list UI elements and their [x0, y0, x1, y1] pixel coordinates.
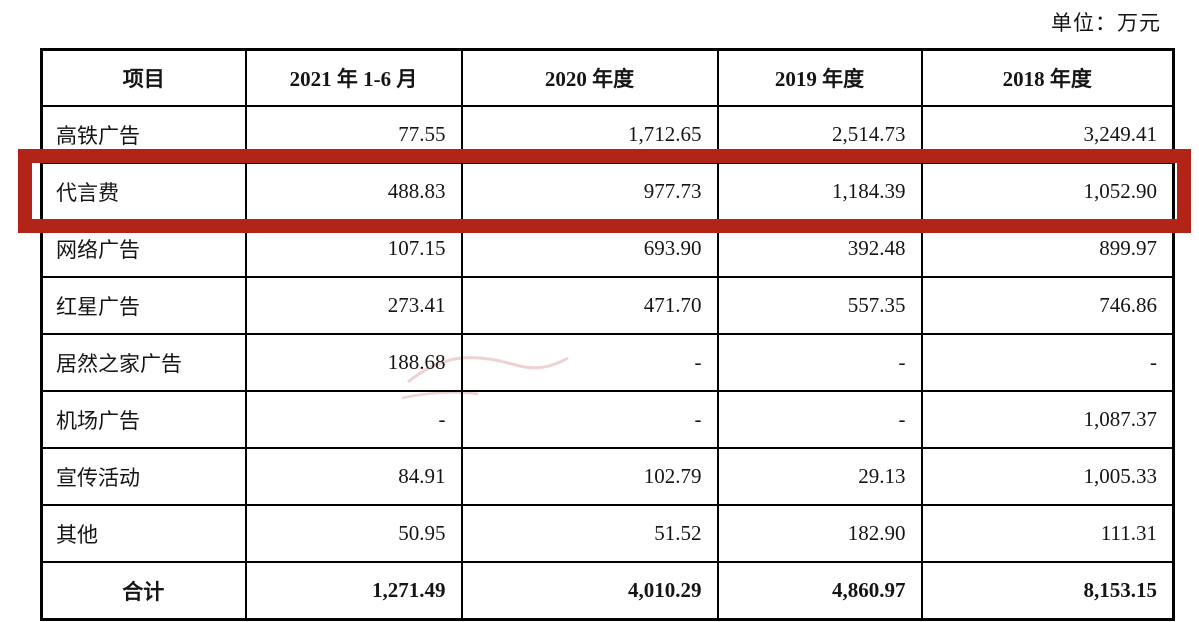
row-value-cell: 273.41 — [244, 276, 463, 335]
row-item-label: 合计 — [40, 561, 247, 621]
row-value-cell: 899.97 — [920, 219, 1175, 278]
row-value-cell: 29.13 — [716, 447, 923, 506]
row-value-cell: - — [716, 390, 923, 449]
row-value-cell: 557.35 — [716, 276, 923, 335]
row-value-cell: 50.95 — [244, 504, 463, 563]
row-value-cell: 746.86 — [920, 276, 1175, 335]
row-value-cell: 1,087.37 — [920, 390, 1175, 449]
row-value-cell: 3,249.41 — [920, 105, 1175, 164]
table-row: 居然之家广告 188.68- - - — [40, 333, 1175, 392]
row-value-cell: 84.91 — [244, 447, 463, 506]
expense-table: 项目 2021 年 1-6 月 2020 年度 2019 年度 2018 年度 … — [40, 48, 1175, 621]
header-2019: 2019 年度 — [716, 48, 923, 107]
row-value-cell: - — [244, 390, 463, 449]
row-value-cell: 188.68 — [244, 333, 463, 392]
table-row: 高铁广告 77.55 1,712.65 2,514.73 3,249.41 — [40, 105, 1175, 164]
row-value-cell: 111.31 — [920, 504, 1175, 563]
row-value-cell: 4,860.97 — [716, 561, 923, 621]
row-value-cell: 107.15 — [244, 219, 463, 278]
table-row: 红星广告 273.41 471.70 557.35 746.86 — [40, 276, 1175, 335]
table-row-highlighted: 代言费 488.83 977.73 1,184.39 1,052.90 — [40, 162, 1175, 221]
table-row: 宣传活动 84.91 102.79 29.13 1,005.33 — [40, 447, 1175, 506]
row-item-label: 其他 — [40, 504, 247, 563]
row-value-cell: - — [460, 333, 719, 392]
header-2021h1: 2021 年 1-6 月 — [244, 48, 463, 107]
row-value-cell: 1,052.90 — [920, 162, 1175, 221]
row-value-cell: 77.55 — [244, 105, 463, 164]
row-value-cell: 392.48 — [716, 219, 923, 278]
row-item-label: 代言费 — [40, 162, 247, 221]
header-row: 项目 2021 年 1-6 月 2020 年度 2019 年度 2018 年度 — [40, 48, 1175, 107]
row-value-cell: 2,514.73 — [716, 105, 923, 164]
row-item-label: 居然之家广告 — [40, 333, 247, 392]
row-value-cell: 488.83 — [244, 162, 463, 221]
table-row: 机场广告 - - -1,087.37 — [40, 390, 1175, 449]
header-2020: 2020 年度 — [460, 48, 719, 107]
row-value-cell: 1,712.65 — [460, 105, 719, 164]
row-item-label: 宣传活动 — [40, 447, 247, 506]
row-value-cell: 977.73 — [460, 162, 719, 221]
row-item-label: 机场广告 — [40, 390, 247, 449]
row-value-cell: - — [920, 333, 1175, 392]
row-item-label: 高铁广告 — [40, 105, 247, 164]
row-value-cell: 1,271.49 — [244, 561, 463, 621]
row-value-cell: 51.52 — [460, 504, 719, 563]
row-value-cell: 8,153.15 — [920, 561, 1175, 621]
table-body: 高铁广告 77.55 1,712.65 2,514.73 3,249.41 代言费 488.… — [40, 105, 1175, 621]
row-value-cell: - — [460, 390, 719, 449]
row-value-cell: 1,005.33 — [920, 447, 1175, 506]
header-item: 项目 — [40, 48, 247, 107]
total-row: 合计 1,271.49 4,010.29 4,860.97 8,153.15 — [40, 561, 1175, 621]
table-row: 网络广告 107.15 693.90 392.48 899.97 — [40, 219, 1175, 278]
row-value-cell: 1,184.39 — [716, 162, 923, 221]
row-item-label: 网络广告 — [40, 219, 247, 278]
row-value-cell: 693.90 — [460, 219, 719, 278]
table-row: 其他 50.95 51.52 182.90 111.31 — [40, 504, 1175, 563]
row-value-cell: 471.70 — [460, 276, 719, 335]
unit-label: 单位：万元 — [1051, 11, 1161, 35]
row-value-cell: 4,010.29 — [460, 561, 719, 621]
row-value-cell: - — [716, 333, 923, 392]
header-2018: 2018 年度 — [920, 48, 1175, 107]
row-value-cell: 102.79 — [460, 447, 719, 506]
row-item-label: 红星广告 — [40, 276, 247, 335]
row-value-cell: 182.90 — [716, 504, 923, 563]
